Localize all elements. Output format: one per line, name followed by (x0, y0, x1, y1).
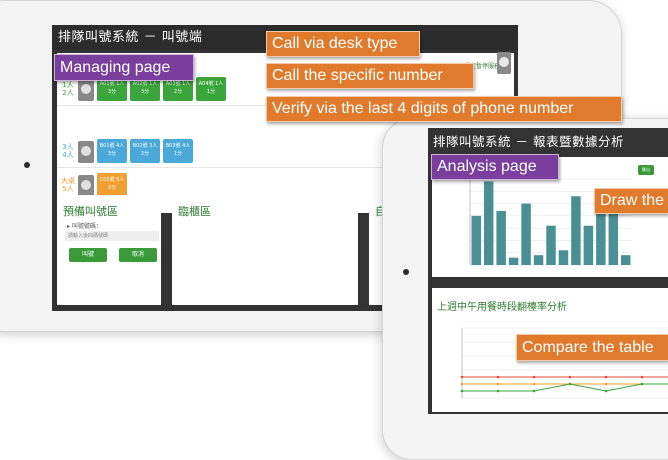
bar (583, 225, 594, 265)
callout-call-desk: Call via desk type (266, 31, 420, 57)
line-chart-panel: 上週中午用餐時段翻檯率分析 (432, 288, 668, 412)
ticket[interactable]: A01號 1人 3分 (97, 77, 127, 101)
ticket-number: A01號 1人 (99, 81, 125, 87)
series-point (532, 389, 536, 393)
right-arrow-icon[interactable] (497, 52, 511, 74)
bar (496, 210, 506, 265)
counter-box: 臨櫃區 (172, 195, 358, 305)
series-point (568, 382, 572, 386)
series-point (496, 375, 500, 379)
callout-draw: Draw the (594, 188, 668, 214)
ticket[interactable]: B01號 4人 3分 (97, 139, 127, 163)
bar (471, 215, 481, 265)
series-point (640, 382, 644, 386)
bar (483, 181, 494, 265)
cancel-button[interactable]: 取消 (119, 248, 157, 262)
callout-managing-page: Managing page (54, 54, 194, 81)
series-point (460, 382, 464, 386)
line-chart-title: 上週中午用餐時段翻檯率分析 (437, 302, 567, 313)
ticket-number: A03號 1人 (165, 81, 191, 87)
series-point (460, 375, 464, 379)
bar (608, 210, 619, 265)
reserve-call-title: 預備叫號區 (63, 205, 118, 218)
ticket-wait: 3分 (107, 89, 117, 95)
bar (521, 203, 531, 265)
series-point (568, 375, 572, 379)
ticket-number: B03號 4人 (165, 143, 191, 149)
ticket-number: A04號 1人 (198, 81, 224, 87)
callout-call-number: Call the specific number (266, 63, 474, 89)
ticket-wait: 2分 (107, 185, 117, 191)
ticket-wait: 1分 (173, 151, 183, 157)
phone-digits-input[interactable]: 請輸入後四碼號碼 (65, 231, 159, 241)
ticket-wait: 1分 (206, 89, 216, 95)
call-button[interactable]: 叫號 (69, 248, 107, 262)
analysis-screen-header: 排隊叫號系統 － 報表暨數據分析 (433, 134, 624, 149)
callout-verify: Verify via the last 4 digits of phone nu… (266, 96, 622, 122)
ticket[interactable]: C01號 5人 2分 (97, 173, 127, 197)
series-point (532, 382, 536, 386)
series-point (604, 382, 608, 386)
queue-row-label: 1人 2人 (62, 81, 74, 97)
ticket-wait: 2分 (173, 89, 183, 95)
left-arrow-icon[interactable] (78, 175, 94, 197)
reserve-call-box: 預備叫號區 ▸ 叫號號碼： 請輸入後四碼號碼 叫號 取消 (57, 195, 161, 305)
ticket-number: B02號 3人 (132, 143, 158, 149)
ticket[interactable]: A04號 1人 1分 (196, 77, 226, 101)
series-point (604, 389, 608, 393)
left-arrow-icon[interactable] (78, 141, 94, 163)
queue-row-small: 1人 2人 A01號 1人 3分 A02號 1人 3分 A03號 1人 2分 A04號… (57, 75, 502, 106)
third-box-title: 自 (375, 205, 386, 218)
queue-row-medium: 3人 4人 B01號 4人 3分 B02號 3人 2分 B03號 4人 1分 (57, 137, 502, 168)
ticket-number: C01號 5人 (99, 177, 125, 183)
counter-box-title: 臨櫃區 (178, 205, 211, 218)
bar (508, 257, 519, 265)
series-point (496, 382, 500, 386)
ticket-wait: 2分 (140, 151, 150, 157)
bar (533, 255, 544, 265)
left-arrow-icon[interactable] (78, 79, 94, 101)
ticket-number: A02號 1人 (132, 81, 158, 87)
bar (558, 250, 569, 265)
series-point (604, 375, 608, 379)
series-point (532, 375, 536, 379)
queue-row-label: 3人 4人 (62, 143, 74, 159)
queue-row-label: 大桌 5人 (61, 177, 75, 193)
ticket[interactable]: A03號 1人 2分 (163, 77, 193, 101)
ticket[interactable]: B02號 3人 2分 (130, 139, 160, 163)
bar-chart (469, 173, 632, 266)
series-line (462, 383, 668, 392)
queue-row-large: 大桌 5人 C01號 5人 2分 (57, 171, 502, 201)
bar (621, 255, 631, 265)
pause-service-link[interactable]: 設定暫停服務 (463, 63, 500, 70)
callout-compare: Compare the table (516, 334, 668, 361)
ticket[interactable]: B03號 4人 1分 (163, 139, 193, 163)
bar (571, 196, 581, 265)
reserve-call-label: ▸ 叫號號碼： (67, 223, 102, 230)
bar (546, 225, 556, 265)
series-point (640, 375, 644, 379)
callout-analysis-page: Analysis page (431, 154, 559, 180)
bar (596, 206, 606, 265)
tablet-camera (403, 269, 409, 275)
ticket[interactable]: A02號 1人 3分 (130, 77, 160, 101)
series-point (496, 389, 500, 393)
series-point (460, 389, 464, 393)
ticket-wait: 3分 (140, 89, 150, 95)
analysis-screen: 排隊叫號系統 － 報表暨數據分析 匯出 上週中午用餐時段翻檯率分析 (428, 128, 668, 414)
ticket-number: B01號 4人 (99, 143, 125, 149)
ticket-wait: 3分 (107, 151, 117, 157)
tablet-camera (24, 162, 30, 168)
export-button[interactable]: 匯出 (638, 165, 654, 175)
